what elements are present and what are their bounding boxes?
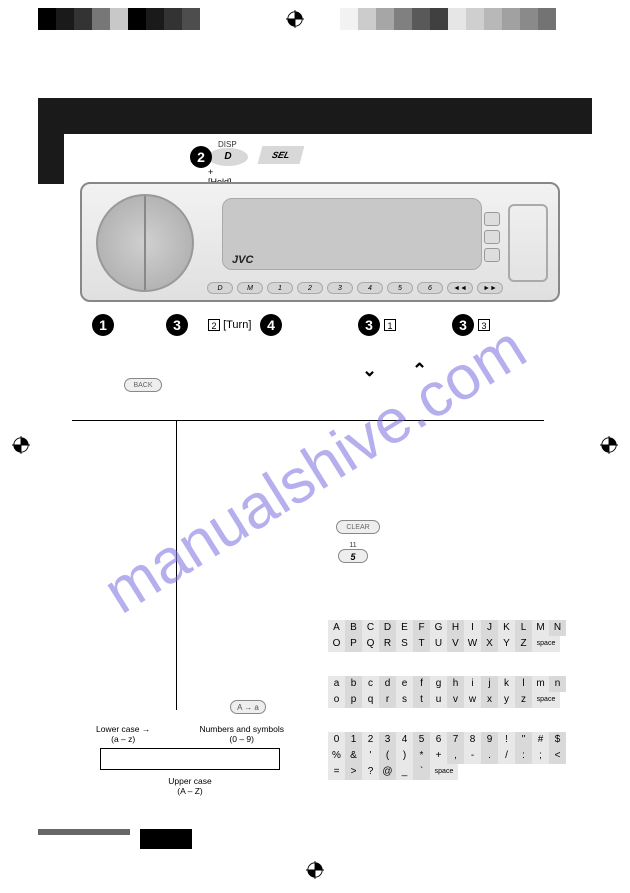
callout-3c: 3 <box>452 314 474 336</box>
sel-button: SEL <box>258 146 305 164</box>
char-table-symbols: 0123456789!"#$%&'()*+,-./:;<=>?@_`space <box>328 732 566 780</box>
footer-bar-1 <box>38 829 130 835</box>
upper-case-label: Upper case(A – Z) <box>90 776 290 796</box>
char-table-lower: abcdefghijklmnopqrstuvwxyzspace <box>328 676 566 708</box>
callout-2: 2 <box>190 146 212 168</box>
chevron-down-icon: ⌄ <box>362 360 377 381</box>
registration-mark-right <box>600 436 618 454</box>
divider <box>72 420 544 421</box>
preset-5: 5 <box>338 549 368 563</box>
box-3: 3 <box>478 319 490 331</box>
callout-4: 4 <box>260 314 282 336</box>
colorbar-right <box>340 8 556 30</box>
numbers-symbols-label: Numbers and symbols(0 – 9) <box>199 724 284 744</box>
box-2: 2 <box>208 319 220 331</box>
device-button-row: DM123456◄◄►► <box>207 282 503 294</box>
registration-mark-top <box>286 10 304 28</box>
clear-button: CLEAR <box>336 520 380 534</box>
chevron-up-icon: ⌃ <box>412 360 427 381</box>
watermark: manualshive.com <box>92 312 539 628</box>
header-bar <box>38 98 592 134</box>
control-dial <box>96 194 194 292</box>
footer-bar-2 <box>140 829 192 849</box>
box-1: 1 <box>384 319 396 331</box>
back-button: BACK <box>124 378 162 392</box>
d-button: D <box>208 148 248 166</box>
box-3-wrap: 3 <box>476 319 490 331</box>
case-cycle-diagram: Lower case →(a – z) Numbers and symbols(… <box>90 724 290 796</box>
plus-sign: + <box>208 167 213 177</box>
preset-number-11: 11 <box>338 542 368 549</box>
char-table-upper: ABCDEFGHIJKLMNOPQRSTUVWXYZspace <box>328 620 566 652</box>
button-5-preset: 11 5 <box>338 542 368 563</box>
turn-text: [Turn] <box>223 319 251 331</box>
registration-mark-bottom <box>306 861 324 879</box>
callout-3b: 3 <box>358 314 380 336</box>
box-1-wrap: 1 <box>382 319 396 331</box>
left-tab <box>38 134 64 184</box>
callout-3a: 3 <box>166 314 188 336</box>
turn-label: 2 [Turn] <box>206 319 251 331</box>
device-illustration: DISP D + [Hold] SEL JVC DM123456◄◄►► <box>80 140 570 330</box>
side-buttons <box>484 212 500 262</box>
device-screen <box>222 198 482 270</box>
usb-port <box>508 204 548 282</box>
lower-case-label: Lower case →(a – z) <box>96 724 150 744</box>
jvc-logo: JVC <box>232 254 253 266</box>
registration-mark-left <box>12 436 30 454</box>
callout-1: 1 <box>92 314 114 336</box>
device-body: JVC DM123456◄◄►► <box>80 182 560 302</box>
case-toggle-button: A → a <box>230 700 266 714</box>
colorbar-left <box>38 8 200 30</box>
